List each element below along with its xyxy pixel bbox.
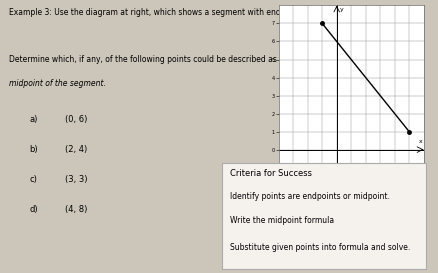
Text: midpoint of the segment.: midpoint of the segment. <box>9 79 106 88</box>
Text: Identify points are endpoints or midpoint.: Identify points are endpoints or midpoin… <box>230 192 389 201</box>
Text: (3, 3): (3, 3) <box>64 175 87 184</box>
Text: (2, 4): (2, 4) <box>64 145 87 154</box>
Text: Criteria for Success: Criteria for Success <box>230 169 311 178</box>
Text: a): a) <box>29 115 38 124</box>
Text: c): c) <box>29 175 37 184</box>
Text: Substitute given points into formula and solve.: Substitute given points into formula and… <box>230 243 410 252</box>
Text: (4, 8): (4, 8) <box>64 205 87 214</box>
Text: (0, 6): (0, 6) <box>64 115 87 124</box>
Text: x: x <box>417 139 421 144</box>
FancyBboxPatch shape <box>221 163 425 269</box>
Text: Write the midpoint formula: Write the midpoint formula <box>230 216 333 225</box>
Text: y: y <box>339 7 343 12</box>
Text: Determine which, if any, of the following points could be described as the: Determine which, if any, of the followin… <box>9 55 291 64</box>
Text: b): b) <box>29 145 38 154</box>
Text: Example 3: Use the diagram at right, which shows a segment with endpoints at (-1: Example 3: Use the diagram at right, whi… <box>9 8 381 17</box>
Text: d): d) <box>29 205 38 214</box>
